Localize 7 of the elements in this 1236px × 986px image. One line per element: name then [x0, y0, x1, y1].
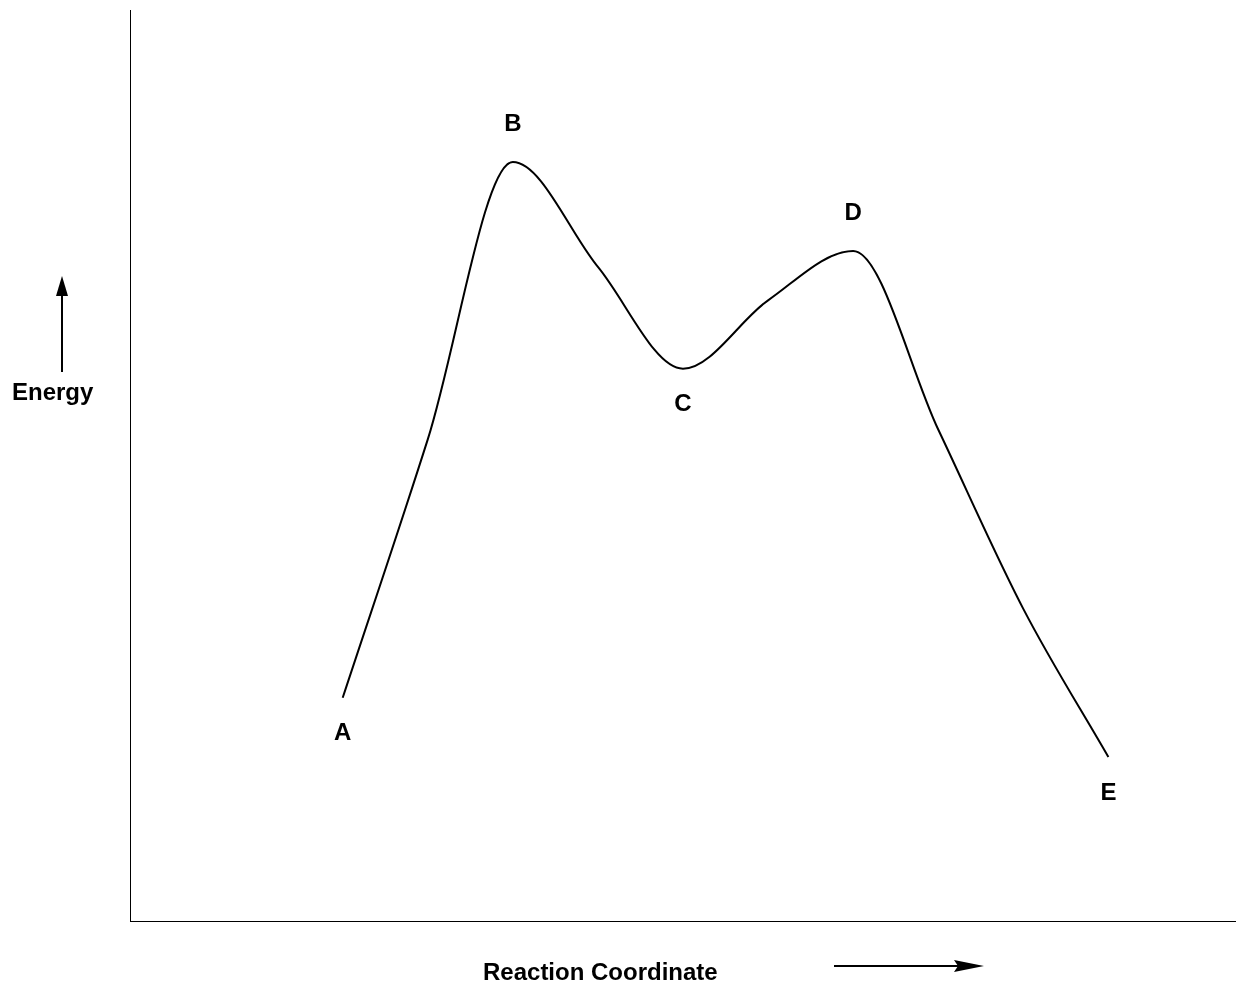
annotation: E	[1100, 777, 1117, 805]
annotation: D	[844, 197, 862, 225]
y-axis-title: Energy	[12, 378, 94, 406]
annotation: C	[674, 389, 692, 417]
annotation: A	[334, 718, 352, 746]
x-axis-title: Reaction Coordinate	[483, 958, 718, 986]
annotation: B	[504, 108, 522, 136]
